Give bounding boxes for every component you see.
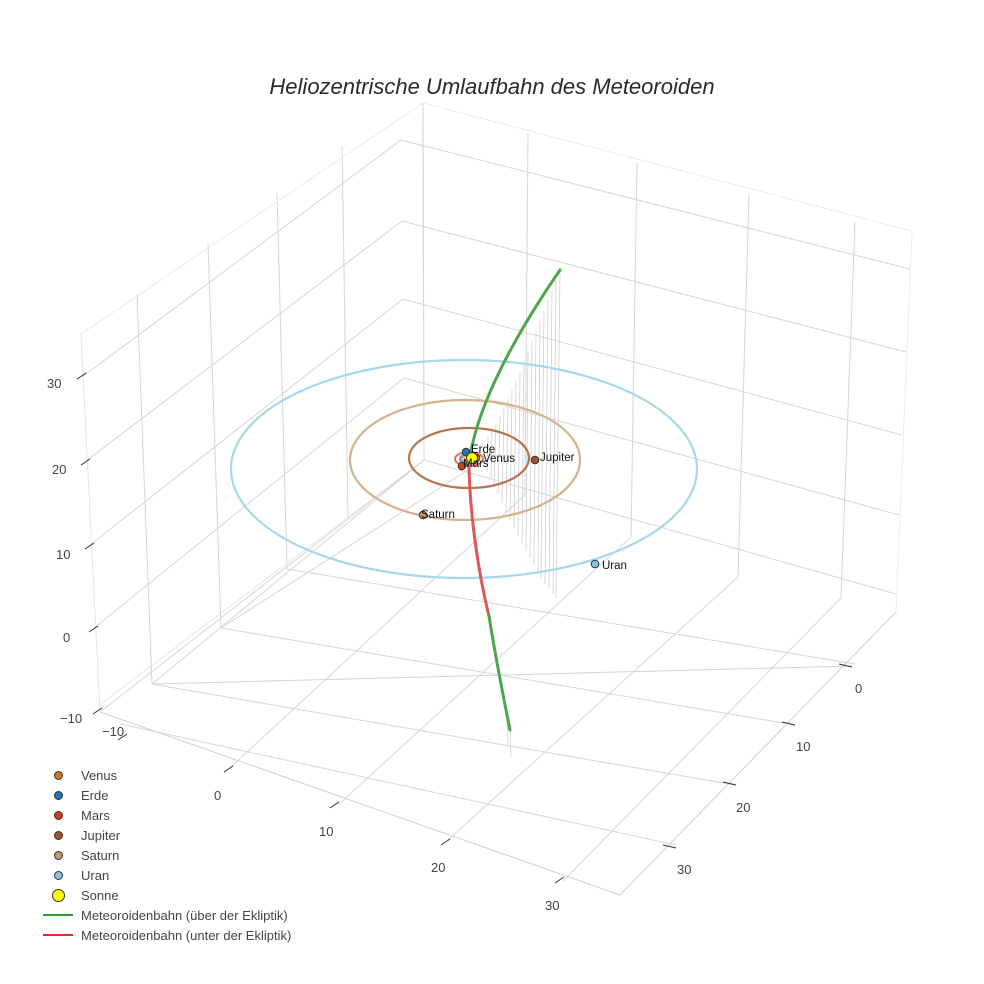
- erde-marker-icon: [53, 790, 63, 800]
- legend-label: Sonne: [81, 887, 119, 903]
- jupiter-marker-icon: [53, 830, 63, 840]
- z-tick-0: 0: [63, 630, 71, 645]
- label-uran: Uran: [602, 560, 627, 572]
- z-tick-minus10: −10: [60, 711, 83, 726]
- legend-item-uran[interactable]: Uran: [36, 865, 291, 885]
- trajectory-above-ecliptic-lower: [487, 614, 512, 732]
- legend-label: Mars: [81, 807, 110, 823]
- label-erde: Erde: [471, 444, 495, 456]
- drop-lines: [486, 269, 561, 758]
- mars-marker-icon: [53, 810, 63, 820]
- legend-label: Erde: [81, 787, 109, 803]
- planet-jupiter[interactable]: [530, 455, 540, 465]
- meteoroid-trajectory: [467, 268, 562, 732]
- orbit-uran: [229, 358, 699, 580]
- label-saturn: Saturn: [421, 509, 455, 521]
- label-jupiter: Jupiter: [540, 452, 575, 464]
- sun-marker-icon: [51, 888, 65, 902]
- uran-marker-icon: [53, 870, 63, 880]
- venus-marker-icon: [53, 770, 63, 780]
- green-line-icon: [43, 914, 73, 916]
- x-tick-30: 30: [545, 898, 560, 913]
- x-tick-0: 0: [214, 788, 222, 803]
- orbit-saturn: [348, 398, 582, 522]
- red-line-icon: [43, 934, 73, 936]
- y-tick-0: 0: [855, 681, 863, 696]
- legend-label: Saturn: [81, 847, 120, 863]
- planet-markers: [418, 447, 600, 569]
- trajectory-below-ecliptic: [467, 464, 491, 618]
- sun-marker[interactable]: [466, 452, 478, 464]
- legend-label: Meteoroidenbahn (über der Ekliptik): [81, 907, 288, 923]
- y-tick-10: 10: [796, 739, 811, 754]
- z-tick-30: 30: [47, 376, 62, 391]
- x-tick-20: 20: [431, 860, 446, 875]
- planet-uran[interactable]: [590, 559, 600, 569]
- label-venus: Venus: [483, 453, 515, 465]
- label-mars: Mars: [463, 458, 489, 470]
- x-tick-minus10: −10: [102, 724, 125, 739]
- legend-item-venus[interactable]: Venus: [36, 765, 291, 785]
- legend-label: Venus: [81, 767, 118, 783]
- x-tick-10: 10: [319, 824, 334, 839]
- trajectory-above-ecliptic: [468, 268, 562, 458]
- tick-marks: [76, 372, 853, 884]
- legend-item-jupiter[interactable]: Jupiter: [36, 825, 291, 845]
- y-tick-20: 20: [736, 800, 751, 815]
- legend-item-sonne[interactable]: Sonne: [36, 885, 291, 905]
- chart-title: Heliozentrische Umlaufbahn des Meteoroid…: [269, 74, 715, 99]
- planet-saturn[interactable]: [418, 510, 428, 520]
- y-tick-30: 30: [677, 862, 692, 877]
- legend-item-trajectory-above[interactable]: Meteoroidenbahn (über der Ekliptik): [36, 905, 291, 925]
- z-tick-20: 20: [52, 462, 67, 477]
- z-tick-10: 10: [56, 547, 71, 562]
- legend-item-mars[interactable]: Mars: [36, 805, 291, 825]
- planet-mars[interactable]: [457, 461, 467, 471]
- legend-item-saturn[interactable]: Saturn: [36, 845, 291, 865]
- legend-label: Jupiter: [81, 827, 121, 843]
- legend: Venus Erde Mars Jupiter Saturn Uran Sonn…: [36, 765, 291, 945]
- saturn-marker-icon: [53, 850, 63, 860]
- legend-item-erde[interactable]: Erde: [36, 785, 291, 805]
- legend-label: Meteoroidenbahn (unter der Ekliptik): [81, 927, 292, 943]
- legend-item-trajectory-below[interactable]: Meteoroidenbahn (unter der Ekliptik): [36, 925, 291, 945]
- planet-labels: Erde Venus Mars Jupiter Saturn Uran: [421, 444, 627, 572]
- legend-label: Uran: [81, 867, 110, 883]
